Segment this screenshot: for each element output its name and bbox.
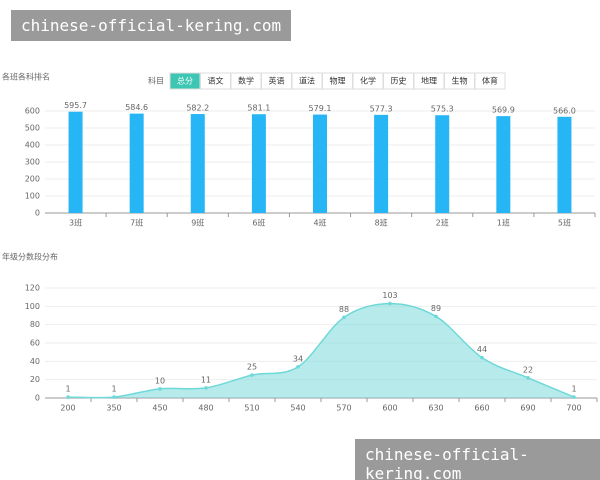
point xyxy=(158,387,162,391)
bar xyxy=(313,114,327,213)
data-label: 1 xyxy=(571,385,576,394)
x-tick-label: 8班 xyxy=(375,218,388,228)
data-label: 581.1 xyxy=(247,104,270,113)
x-tick-label: 1班 xyxy=(497,218,510,228)
x-tick-label: 9班 xyxy=(191,218,204,228)
y-tick-label: 400 xyxy=(25,141,40,150)
tab-text[interactable]: 生物 xyxy=(452,76,468,86)
chart-title: 年级分数段分布 xyxy=(2,252,58,262)
point xyxy=(342,315,346,320)
y-tick-label: 500 xyxy=(25,124,40,133)
x-tick-label: 600 xyxy=(382,404,397,413)
point xyxy=(388,301,392,306)
bar xyxy=(496,116,511,213)
point xyxy=(112,395,116,399)
tab-text[interactable]: 体育 xyxy=(482,76,498,86)
tab-text[interactable]: 历史 xyxy=(391,76,407,86)
x-tick-label: 540 xyxy=(290,404,305,413)
x-tick-label: 570 xyxy=(336,404,351,413)
y-tick-label: 0 xyxy=(35,394,40,403)
data-label: 103 xyxy=(382,291,397,300)
data-label: 566.0 xyxy=(553,106,576,115)
point xyxy=(572,395,576,399)
data-label: 582.2 xyxy=(186,104,209,113)
point xyxy=(434,314,438,319)
chart-title: 各班各科排名 xyxy=(2,72,50,82)
y-tick-label: 200 xyxy=(25,175,40,184)
bar xyxy=(374,114,389,213)
x-tick-label: 690 xyxy=(520,404,535,413)
point xyxy=(66,395,70,399)
data-label: 569.9 xyxy=(492,106,515,115)
tab-text[interactable]: 地理 xyxy=(421,76,437,86)
x-tick-label: 7班 xyxy=(130,218,143,228)
data-label: 88 xyxy=(339,305,349,314)
point xyxy=(204,386,208,390)
x-tick-label: 510 xyxy=(244,404,259,413)
tab-text[interactable]: 数学 xyxy=(238,76,254,86)
watermark: chinese-official-kering.com xyxy=(11,10,292,41)
area xyxy=(68,303,574,398)
y-tick-label: 0 xyxy=(35,209,40,218)
tab-text[interactable]: 道法 xyxy=(299,76,315,86)
data-label: 595.7 xyxy=(64,101,87,110)
x-tick-label: 480 xyxy=(198,404,213,413)
y-tick-label: 600 xyxy=(25,107,40,116)
data-label: 575.3 xyxy=(431,105,454,114)
bar xyxy=(190,114,205,213)
bar xyxy=(557,116,572,213)
data-label: 1 xyxy=(65,385,70,394)
data-label: 25 xyxy=(247,363,257,372)
point xyxy=(480,355,484,360)
x-tick-label: 4班 xyxy=(313,218,326,228)
tab-text[interactable]: 物理 xyxy=(330,76,346,86)
x-tick-label: 2班 xyxy=(436,218,449,228)
point xyxy=(250,373,254,377)
y-tick-label: 300 xyxy=(25,158,40,167)
x-tick-label: 350 xyxy=(106,404,121,413)
data-label: 89 xyxy=(431,304,441,313)
x-tick-label: 6班 xyxy=(252,218,265,228)
x-tick-label: 450 xyxy=(152,404,167,413)
bar xyxy=(251,114,266,213)
tab-text[interactable]: 化学 xyxy=(360,76,376,86)
tab-label: 科目 xyxy=(148,76,164,86)
data-label: 44 xyxy=(477,345,487,354)
y-tick-label: 100 xyxy=(25,302,40,311)
data-label: 22 xyxy=(523,365,533,374)
tab[interactable] xyxy=(474,72,506,90)
data-label: 1 xyxy=(111,385,116,394)
tab-text[interactable]: 总分 xyxy=(177,76,193,86)
data-label: 584.6 xyxy=(125,103,148,112)
x-tick-label: 5班 xyxy=(558,218,571,228)
data-label: 579.1 xyxy=(309,104,332,113)
tab-text[interactable]: 语文 xyxy=(208,76,224,86)
data-label: 577.3 xyxy=(370,104,393,113)
x-tick-label: 630 xyxy=(428,404,443,413)
data-label: 11 xyxy=(201,375,211,384)
x-tick-label: 3班 xyxy=(69,218,82,228)
x-tick-label: 700 xyxy=(566,404,581,413)
point xyxy=(296,365,300,369)
y-tick-label: 20 xyxy=(30,375,40,384)
data-label: 10 xyxy=(155,376,165,385)
tab-text[interactable]: 英语 xyxy=(269,76,285,86)
bar xyxy=(68,111,83,213)
y-tick-label: 40 xyxy=(30,357,40,366)
data-label: 34 xyxy=(293,354,303,363)
point xyxy=(526,376,530,380)
x-tick-label: 200 xyxy=(60,404,75,413)
y-tick-label: 60 xyxy=(30,339,40,348)
watermark: chinese-official-kering.com xyxy=(355,439,600,480)
line xyxy=(67,302,575,399)
bar xyxy=(129,113,144,213)
bar xyxy=(435,115,450,213)
y-tick-label: 100 xyxy=(25,192,40,201)
y-tick-label: 80 xyxy=(30,320,40,329)
y-tick-label: 120 xyxy=(25,284,40,293)
x-tick-label: 660 xyxy=(474,404,489,413)
